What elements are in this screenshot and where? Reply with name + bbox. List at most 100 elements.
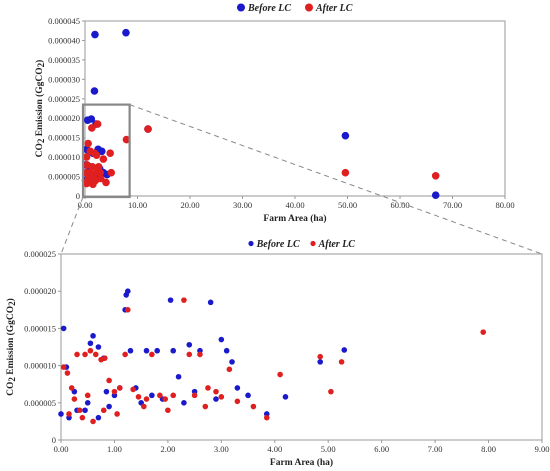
bottom-point-after [170, 392, 177, 399]
bottom-point-before [186, 341, 193, 348]
bottom-y-axis-label: CO2 Emission (GgCO2) [5, 298, 17, 396]
bottom-point-after [66, 411, 72, 417]
bottom-point-after [205, 385, 211, 391]
top-x-tick-label: 70.00 [443, 200, 462, 210]
top-point-after [82, 153, 91, 161]
bottom-point-before [82, 407, 88, 414]
bottom-point-after [277, 371, 283, 378]
top-y-axis-label: CO2 Emission (GgCO2) [34, 60, 46, 158]
top-point-after [89, 180, 97, 189]
bottom-point-before [218, 336, 225, 343]
bottom-point-after [234, 398, 241, 405]
bottom-x-tick-label: 7.00 [428, 444, 443, 454]
bottom-point-before [87, 340, 94, 347]
top-x-tick-label: 10.00 [128, 200, 147, 210]
bottom-point-before [149, 392, 155, 399]
top-x-axis-label: Farm Area (ha) [263, 213, 326, 224]
bottom-y-tick-label: 0.000015 [24, 323, 56, 333]
bottom-point-after [218, 394, 225, 400]
bottom-point-after [71, 396, 78, 402]
bottom-point-after [226, 366, 233, 373]
bottom-point-after [480, 329, 487, 335]
bottom-point-after [328, 388, 334, 395]
bottom-point-before [103, 388, 110, 395]
bottom-y-tick-label: 0 [52, 435, 56, 445]
top-y-tick-label: 0.000005 [48, 172, 80, 182]
bottom-point-after [149, 351, 155, 358]
bottom-point-before [125, 288, 131, 295]
bottom-y-tick-label: 0.000020 [24, 286, 56, 296]
bottom-point-after [106, 377, 112, 384]
bottom-point-after [60, 364, 67, 370]
bottom-point-before [175, 373, 182, 380]
bottom-point-before [106, 403, 112, 410]
top-point-after [107, 168, 116, 177]
top-legend-marker-before [237, 3, 245, 12]
bottom-point-before [234, 385, 241, 391]
top-point-after [122, 135, 131, 144]
bottom-y-tick-label: 0.000005 [24, 398, 56, 408]
top-point-before [341, 131, 350, 140]
bottom-point-after [82, 351, 88, 358]
bottom-point-after [87, 347, 94, 354]
bottom-point-after [317, 353, 324, 360]
top-point-after [102, 178, 110, 187]
top-plot-frame [84, 20, 506, 197]
bottom-point-after [338, 359, 345, 365]
bottom-point-before [170, 347, 177, 354]
bottom-point-after [84, 392, 91, 399]
bottom-point-before [127, 347, 134, 354]
zoom-chart: 0.00 1.00 2.00 3.00 4.00 5.00 6.00 7.00 8.00 9.00… [5, 239, 549, 468]
bottom-legend-marker-before [248, 240, 254, 247]
bottom-point-before [95, 344, 102, 350]
bottom-point-after [114, 411, 120, 417]
bottom-point-before [84, 400, 91, 406]
top-point-after [84, 172, 93, 181]
top-point-before [98, 147, 106, 156]
bottom-x-tick-label: 8.00 [481, 444, 496, 454]
bottom-point-before [60, 325, 67, 332]
bottom-x-tick-label: 4.00 [267, 444, 282, 454]
top-point-before [122, 28, 130, 37]
bottom-x-tick-label: 5.00 [321, 444, 336, 454]
top-point-after [82, 179, 91, 188]
bottom-point-before [181, 400, 187, 406]
bottom-point-after [122, 351, 128, 358]
bottom-point-before [317, 359, 324, 365]
bottom-point-before [213, 396, 219, 402]
bottom-point-after [186, 351, 193, 358]
bottom-x-axis-label: Farm Area (ha) [270, 457, 333, 468]
top-y-tick-label: 0.000040 [48, 35, 80, 45]
bottom-point-after [116, 385, 123, 391]
bottom-y-tick-label: 0.000010 [24, 361, 56, 371]
top-y-tick-label: 0.000025 [48, 94, 80, 104]
top-point-before [431, 191, 440, 200]
bottom-point-after [263, 414, 270, 421]
zoom-connector-lines [60, 103, 543, 255]
bottom-x-tick-label: 1.00 [107, 444, 122, 454]
top-x-tick-label: 50.00 [338, 200, 357, 210]
bottom-point-before [245, 392, 251, 399]
bottom-point-before [90, 333, 96, 339]
bottom-point-after [202, 403, 209, 410]
zoom-connector-left [60, 196, 84, 255]
top-point-after [93, 166, 101, 175]
bottom-point-after [141, 403, 147, 410]
top-legend-marker-after [305, 3, 313, 12]
top-point-after [93, 120, 102, 128]
top-y-tick-label: 0 [76, 191, 80, 201]
bottom-point-after [157, 392, 163, 399]
bottom-point-after [90, 418, 96, 425]
overview-chart: 0.00 10.00 20.00 30.00 40.00 50.00 60.00 70.00 8… [34, 3, 515, 224]
bottom-point-before [207, 299, 214, 306]
zoom-connector-right [129, 104, 543, 255]
bottom-point-after [135, 394, 142, 400]
top-x-tick-label: 30.00 [233, 200, 252, 210]
zoom-box [81, 103, 131, 199]
bottom-legend-label-before: Before LC [256, 239, 300, 250]
bottom-point-before [143, 347, 150, 354]
bottom-point-after [92, 351, 99, 358]
bottom-point-after [100, 407, 107, 414]
bottom-point-after [162, 396, 169, 402]
